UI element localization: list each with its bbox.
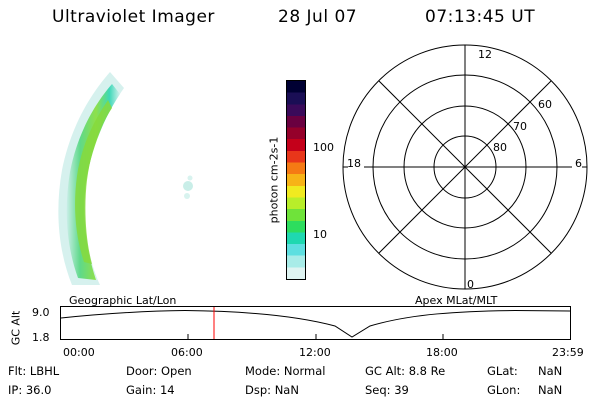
status-door: Door: Open [126, 364, 192, 378]
seq-label: Seq: [365, 383, 391, 397]
seq-value: 39 [394, 383, 409, 397]
dsp-value: NaN [274, 383, 299, 397]
colorbar-tick-100: 100 [313, 141, 334, 154]
mlt-label-18: 18 [347, 157, 361, 170]
gc-alt-label: GC Alt: [365, 364, 406, 378]
flt-value: LBHL [29, 364, 60, 378]
auroral-oval-bright [75, 100, 112, 264]
gc-alt-value: 8.8 Re [408, 364, 446, 378]
time-tick-2359: 23:59 [552, 346, 584, 359]
lat-label-80: 80 [493, 141, 507, 154]
glat-label: GLat: [487, 364, 518, 378]
flt-label: Flt: [8, 364, 27, 378]
time-tick-0600: 06:00 [171, 346, 203, 359]
observation-time: 07:13:45 UT [425, 7, 536, 27]
orbit-timeline [60, 306, 571, 340]
apex-title: Apex MLat/MLT [415, 294, 498, 307]
observation-date: 28 Jul 07 [278, 7, 358, 27]
mode-value: Normal [283, 364, 326, 378]
dsp-label: Dsp: [245, 383, 272, 397]
glon-label: GLon: [487, 383, 521, 397]
colorbar-tick-10: 10 [313, 228, 327, 241]
status-flt: Flt: LBHL [8, 364, 60, 378]
gc-alt-axis-label: GC Alt [9, 310, 23, 346]
polar-plot [342, 44, 588, 290]
colorbar-label: photon cm-2s-1 [267, 136, 281, 224]
gain-label: Gain: [126, 383, 157, 397]
colorbar-label-text: photon cm-2s-1 [267, 136, 281, 224]
gain-value: 14 [159, 383, 175, 397]
mlt-label-0: 0 [467, 278, 474, 291]
status-gc-alt: GC Alt: 8.8 Re [365, 364, 446, 378]
gc-alt-min: 1.8 [32, 331, 50, 344]
auroral-oval-core [66, 84, 120, 280]
diagonal-2 [378, 80, 552, 254]
status-seq: Seq: 39 [365, 383, 409, 397]
status-dsp: Dsp: NaN [245, 383, 299, 397]
mode-label: Mode: [245, 364, 281, 378]
ip-value: 36.0 [25, 383, 52, 397]
lat-label-70: 70 [513, 120, 527, 133]
auroral-oval-outer [58, 72, 124, 285]
auroral-spot [183, 181, 193, 191]
glon-value: NaN [538, 383, 563, 397]
mlt-label-12: 12 [478, 48, 492, 61]
status-mode: Mode: Normal [245, 364, 326, 378]
instrument-title: Ultraviolet Imager [52, 7, 215, 27]
status-ip: IP: 36.0 [8, 383, 52, 397]
ip-label: IP: [8, 383, 23, 397]
status-gain: Gain: 14 [126, 383, 175, 397]
glat-value: NaN [538, 364, 563, 378]
geographic-title: Geographic Lat/Lon [69, 294, 177, 307]
time-tick-1200: 12:00 [299, 346, 331, 359]
lat-label-60: 60 [538, 98, 552, 111]
time-tick-1800: 18:00 [426, 346, 458, 359]
gc-alt-max: 9.0 [32, 306, 50, 319]
door-value: Open [160, 364, 192, 378]
mlt-label-6: 6 [575, 157, 582, 170]
colorbar [286, 80, 306, 280]
door-label: Door: [126, 364, 158, 378]
time-tick-0000: 00:00 [63, 346, 95, 359]
gc-alt-curve [60, 309, 571, 338]
